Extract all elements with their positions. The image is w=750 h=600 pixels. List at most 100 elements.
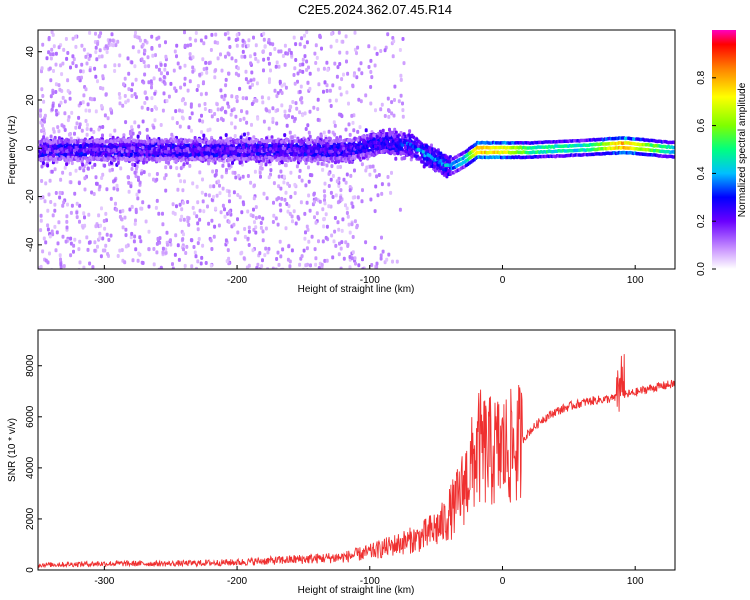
spectrogram-cell xyxy=(81,225,85,230)
spectrogram-cell xyxy=(289,144,293,149)
spectrogram-cell xyxy=(80,62,84,67)
spectrogram-cell xyxy=(291,115,294,120)
spectrogram-cell xyxy=(128,149,132,153)
spectrogram-cell xyxy=(438,155,442,160)
spectrogram-cell xyxy=(212,234,216,239)
spectrogram-cell xyxy=(150,46,154,51)
spectrogram-cell xyxy=(344,127,348,132)
spectrogram-cell xyxy=(283,163,287,168)
spectrogram-cell xyxy=(316,107,320,112)
spectrogram-cell xyxy=(207,221,211,226)
spectrogram-cell xyxy=(146,135,149,140)
spectrogram-cell xyxy=(247,38,251,43)
spectrogram-cell xyxy=(280,160,284,165)
spectrogram-cell xyxy=(261,229,265,234)
spectrogram-cell xyxy=(101,248,105,253)
spectrogram-cell xyxy=(197,103,201,108)
spectrogram-cell xyxy=(51,52,55,57)
spectrogram-cell xyxy=(236,217,239,222)
spectrogram-cell xyxy=(274,64,278,69)
spectrogram-cell xyxy=(217,179,221,184)
spectrogram-cell xyxy=(110,167,114,172)
spectrogram-cell xyxy=(248,85,252,90)
spectrogram-cell xyxy=(366,151,370,156)
spectrogram-cell xyxy=(59,262,63,267)
spectrogram-cell xyxy=(353,168,356,173)
spectrogram-cell xyxy=(118,95,122,100)
spectrogram-cell xyxy=(367,65,371,69)
spectrogram-cell xyxy=(277,184,281,189)
spectrogram-cell xyxy=(293,134,297,139)
spectrogram-cell xyxy=(188,36,192,41)
spectrogram-cell xyxy=(234,58,238,63)
spectrogram-cell xyxy=(403,145,407,150)
spectrogram-cell xyxy=(337,184,341,188)
spectrogram-cell xyxy=(194,254,198,259)
spectrogram-cell xyxy=(142,80,146,85)
spectrogram-cell xyxy=(113,128,117,133)
spectrogram-cell xyxy=(77,247,81,252)
spectrogram-cell xyxy=(247,263,251,268)
spectrogram-cell xyxy=(383,114,387,118)
spectrogram-cell xyxy=(54,191,58,195)
spectrogram-cell xyxy=(322,189,326,194)
spectrogram-cell xyxy=(282,174,286,179)
spectrogram-cell xyxy=(253,220,256,225)
spectrogram-cell xyxy=(393,152,397,156)
spectrogram-cell xyxy=(147,64,151,69)
spectrogram-cell xyxy=(200,153,204,158)
spectrogram-cell xyxy=(155,172,159,176)
spectrogram-cell xyxy=(340,77,344,82)
spectrogram-cell xyxy=(215,102,219,107)
spectrogram-cell xyxy=(278,202,282,207)
spectrogram-cell xyxy=(111,38,115,43)
spectrogram-cell xyxy=(164,165,168,170)
spectrogram-cell xyxy=(214,149,218,153)
spectrogram-cell xyxy=(335,179,339,184)
spectrogram-cell xyxy=(304,183,308,188)
spectrogram-cell xyxy=(90,165,94,170)
spectrogram-cell xyxy=(313,51,317,56)
spectrogram-cell xyxy=(293,66,297,71)
spectrogram-cell xyxy=(143,72,147,77)
spectrogram-cell xyxy=(353,30,357,35)
spectrogram-cell xyxy=(399,93,403,98)
spectrogram-cell xyxy=(300,254,304,259)
spectrogram-cell xyxy=(61,61,65,66)
spectrogram-cell xyxy=(63,111,67,116)
spectrogram-cell xyxy=(373,245,377,250)
spectrogram-cell xyxy=(64,239,68,244)
chart-title: C2E5.2024.362.07.45.R14 xyxy=(298,2,452,17)
spectrogram-cell xyxy=(134,95,138,100)
spectrogram-cell xyxy=(159,71,163,76)
spectrogram-cell xyxy=(73,237,77,242)
spectrogram-cell xyxy=(39,120,43,125)
spectrogram-cell xyxy=(175,43,179,48)
spectrogram-cell xyxy=(120,248,124,253)
spectrogram-cell xyxy=(310,234,314,239)
spectrogram-cell xyxy=(161,222,165,227)
spectrogram-cell xyxy=(204,35,208,40)
spectrogram-cell xyxy=(398,48,402,52)
spectrogram-cell xyxy=(191,69,195,74)
spectrogram-cell xyxy=(340,240,344,245)
spectrogram-cell xyxy=(232,147,236,151)
spectrogram-cell xyxy=(69,236,73,241)
spectrogram-cell xyxy=(232,222,236,227)
spectrogram-cell xyxy=(145,152,149,157)
spectrogram-cell xyxy=(50,169,54,174)
spectrogram-cell xyxy=(325,163,329,168)
spectrogram-cell xyxy=(265,196,269,201)
spectrogram-cell xyxy=(75,121,79,126)
spectrogram-cell xyxy=(316,97,320,102)
spectrogram-cell xyxy=(163,176,167,181)
spectrogram-cell xyxy=(131,162,135,167)
spectrogram-cell xyxy=(150,85,153,90)
spectrogram-cell xyxy=(373,46,377,51)
spectrogram-cell xyxy=(128,207,132,212)
spectrogram-cell xyxy=(124,244,128,249)
spectrogram-cell xyxy=(114,201,117,206)
spectrogram-cell xyxy=(251,82,254,87)
spectrogram-cell xyxy=(313,247,317,252)
spectrogram-cell xyxy=(119,166,123,171)
